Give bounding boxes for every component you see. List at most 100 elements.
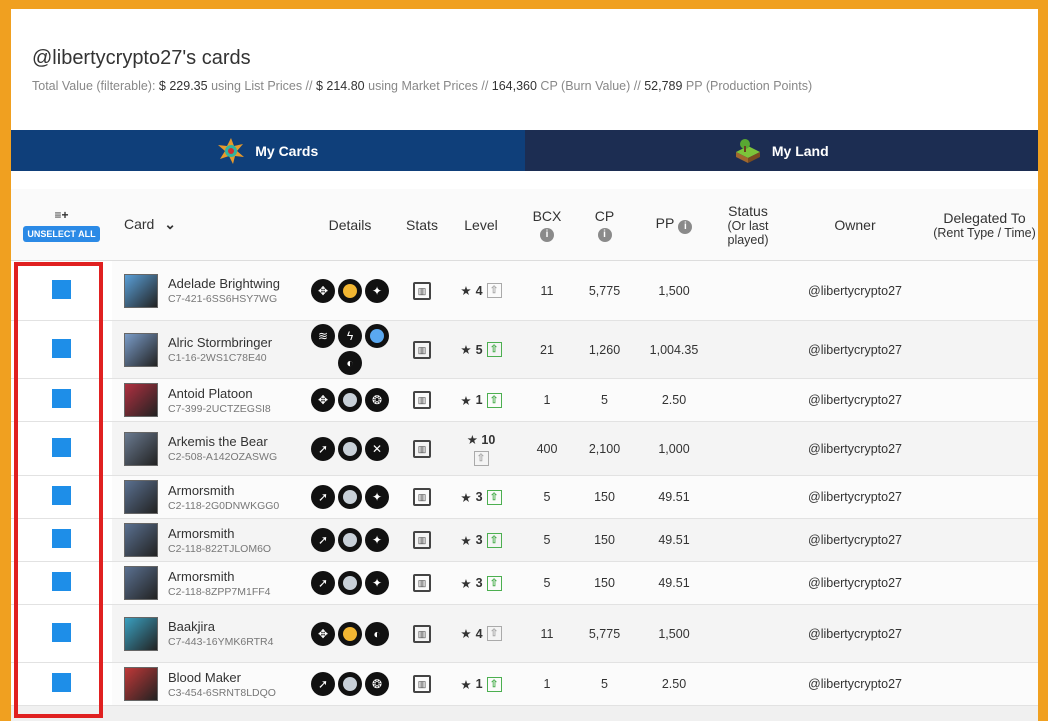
card-cell[interactable]: Armorsmith C2-118-2G0DNWKGG0 (112, 475, 302, 519)
owner-cell[interactable]: @libertycrypto27 (779, 475, 931, 519)
card-thumbnail[interactable] (124, 332, 158, 367)
card-name[interactable]: Antoid Platoon (168, 385, 253, 401)
upgrade-icon[interactable]: ⇧ (486, 283, 502, 298)
card-cell[interactable]: Arkemis the Bear C2-508-A142OZASWG (112, 421, 302, 476)
owner-cell[interactable]: @libertycrypto27 (779, 561, 931, 605)
details-column-header: Details (302, 189, 398, 261)
owner-cell[interactable]: @libertycrypto27 (779, 662, 931, 706)
card-name[interactable]: Armorsmith (168, 482, 235, 498)
card-name[interactable]: Arkemis the Bear (168, 434, 268, 449)
table-row: Armorsmith C2-118-8ZPP7M1FF4 ➚ ✦ ▥ ★ 3 ⇧ 5 150 49.… (11, 561, 1038, 605)
ability-icon: ϟ (338, 324, 362, 348)
chevron-down-icon[interactable]: ⌄ (164, 216, 176, 232)
select-checkbox[interactable] (52, 673, 71, 692)
level-value: 4 (475, 283, 483, 298)
stats-cell: ▥ (398, 561, 446, 605)
upgrade-icon[interactable]: ⇧ (486, 489, 502, 505)
stats-cell: ▥ (398, 421, 446, 476)
owner-cell[interactable]: @libertycrypto27 (779, 421, 931, 476)
card-id: C1-16-2WS1C78E40 (168, 352, 267, 364)
card-thumbnail[interactable] (124, 383, 158, 417)
ability-icon: ✕ (365, 436, 389, 461)
select-checkbox[interactable] (52, 529, 71, 548)
select-checkbox[interactable] (52, 437, 71, 457)
card-name[interactable]: Alric Stormbringer (168, 335, 273, 350)
card-thumbnail[interactable] (124, 273, 158, 308)
upgrade-icon[interactable]: ⇧ (486, 532, 502, 548)
pp-column-header: PP i (631, 189, 717, 261)
card-cell[interactable]: Baakjira C7-443-16YMK6RTR4 (112, 604, 302, 663)
select-checkbox[interactable] (52, 279, 71, 299)
owner-cell[interactable]: @libertycrypto27 (779, 518, 931, 562)
select-checkbox[interactable] (52, 572, 71, 591)
card-column-header[interactable]: Card ⌄ (112, 189, 302, 261)
owner-cell[interactable]: @libertycrypto27 (779, 604, 931, 663)
stats-chart-icon[interactable]: ▥ (413, 439, 431, 458)
level-value: 4 (475, 626, 483, 641)
ability-icon (338, 388, 362, 412)
card-name[interactable]: Baakjira (168, 619, 215, 634)
stats-chart-icon[interactable]: ▥ (413, 624, 431, 643)
owner-cell[interactable]: @libertycrypto27 (779, 260, 931, 321)
card-cell[interactable]: Armorsmith C2-118-8ZPP7M1FF4 (112, 561, 302, 605)
card-thumbnail[interactable] (124, 667, 158, 701)
select-checkbox[interactable] (52, 486, 71, 505)
tab-my-cards[interactable]: My Cards (11, 130, 525, 171)
bcx-cell: 5 (516, 561, 578, 605)
ability-icon: ≋ (311, 324, 335, 348)
select-checkbox[interactable] (52, 389, 71, 408)
level-value: 1 (475, 677, 483, 691)
stats-chart-icon[interactable]: ▥ (413, 531, 431, 549)
owner-cell[interactable]: @libertycrypto27 (779, 320, 931, 379)
card-thumbnail[interactable] (124, 566, 158, 600)
pp-info-icon[interactable]: i (678, 220, 693, 234)
select-checkbox[interactable] (52, 338, 71, 358)
details-cell: ✥ ❂ (302, 378, 398, 422)
card-thumbnail[interactable] (124, 480, 158, 514)
star-icon: ★ (460, 677, 472, 692)
upgrade-icon[interactable]: ⇧ (486, 676, 502, 692)
stats-cell: ▥ (398, 604, 446, 663)
card-cell[interactable]: Adelade Brightwing C7-421-6SS6HSY7WG (112, 260, 302, 321)
owner-cell[interactable]: @libertycrypto27 (779, 378, 931, 422)
stats-chart-icon[interactable]: ▥ (413, 675, 431, 693)
ability-icon: ❂ (365, 388, 389, 412)
card-cell[interactable]: Armorsmith C2-118-822TJLOM6O (112, 518, 302, 562)
bcx-info-icon[interactable]: i (540, 227, 554, 242)
cp-info-icon[interactable]: i (597, 227, 612, 242)
select-checkbox[interactable] (52, 622, 71, 642)
stats-chart-icon[interactable]: ▥ (413, 340, 431, 359)
card-cell[interactable]: Antoid Platoon C7-399-2UCTZEGSI8 (112, 378, 302, 422)
card-cell[interactable]: Alric Stormbringer C1-16-2WS1C78E40 (112, 320, 302, 379)
card-name[interactable]: Blood Maker (168, 669, 241, 685)
card-thumbnail[interactable] (124, 616, 158, 651)
upgrade-icon[interactable]: ⇧ (486, 575, 502, 591)
stats-chart-icon[interactable]: ▥ (413, 391, 431, 409)
tab-my-land[interactable]: My Land (524, 130, 1038, 171)
status-cell (717, 320, 779, 379)
delegated-cell (931, 320, 1038, 379)
card-thumbnail[interactable] (124, 431, 158, 466)
card-name[interactable]: Adelade Brightwing (168, 276, 281, 291)
delegated-cell (931, 475, 1038, 519)
ability-icon: ➚ (311, 571, 335, 595)
upgrade-icon[interactable]: ⇧ (486, 342, 502, 357)
unselect-all-button[interactable]: UNSELECT ALL (23, 225, 100, 242)
level-cell: ★ 3 ⇧ (446, 518, 516, 562)
stats-chart-icon[interactable]: ▥ (413, 281, 431, 300)
level-display: ★ 3 ⇧ (460, 575, 502, 591)
stats-chart-icon[interactable]: ▥ (413, 574, 431, 592)
stats-chart-icon[interactable]: ▥ (413, 488, 431, 506)
star-icon: ★ (460, 576, 472, 591)
upgrade-icon[interactable]: ⇧ (473, 450, 489, 466)
upgrade-icon[interactable]: ⇧ (486, 392, 502, 408)
level-value: 3 (475, 576, 483, 590)
card-name[interactable]: Armorsmith (168, 568, 235, 584)
select-menu-icon[interactable]: ≡+ (54, 207, 69, 222)
ability-icon (338, 278, 362, 303)
select-cell (11, 518, 112, 562)
card-cell[interactable]: Blood Maker C3-454-6SRNT8LDQO (112, 662, 302, 706)
upgrade-icon[interactable]: ⇧ (486, 626, 502, 641)
card-name[interactable]: Armorsmith (168, 525, 235, 541)
card-thumbnail[interactable] (124, 523, 158, 557)
